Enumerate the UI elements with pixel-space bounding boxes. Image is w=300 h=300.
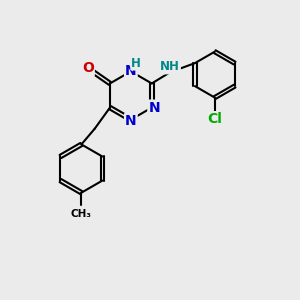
Text: H: H xyxy=(131,57,141,70)
Text: CH₃: CH₃ xyxy=(71,209,92,219)
Text: N: N xyxy=(148,100,160,115)
Text: NH: NH xyxy=(160,61,180,74)
Text: N: N xyxy=(125,64,137,78)
Text: Cl: Cl xyxy=(207,112,222,126)
Text: N: N xyxy=(125,114,137,128)
Text: O: O xyxy=(82,61,94,75)
